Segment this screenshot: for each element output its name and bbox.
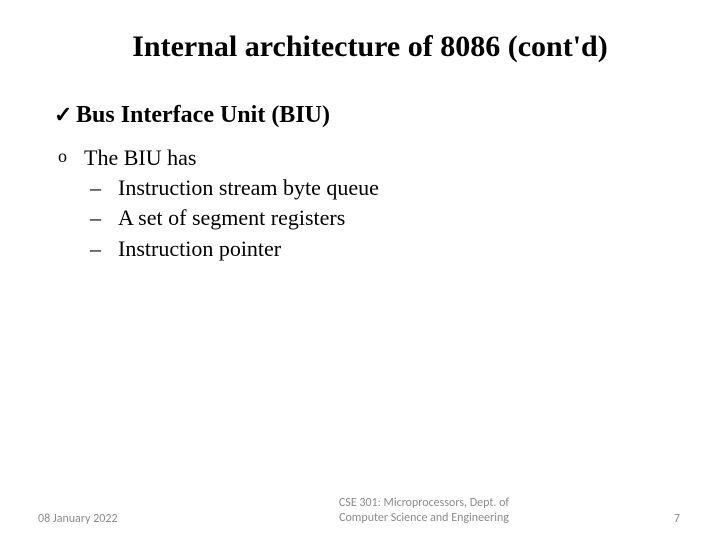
checkmark-icon: ✓ (54, 104, 76, 126)
dash-list: – Instruction stream byte queue – A set … (90, 175, 670, 262)
list-item: – A set of segment registers (90, 205, 670, 231)
dash-bullet-icon: – (90, 236, 118, 262)
dash-bullet-icon: – (90, 175, 118, 201)
dash-bullet-icon: – (90, 205, 118, 231)
item-text: A set of segment registers (118, 205, 345, 231)
intro-text: The BIU has (84, 145, 196, 171)
item-text: Instruction stream byte queue (118, 175, 379, 201)
section-heading-text: Bus Interface Unit (BIU) (76, 102, 330, 129)
footer: 08 January 2022 CSE 301: Microprocessors… (0, 496, 720, 526)
list-item: – Instruction stream byte queue (90, 175, 670, 201)
footer-date: 08 January 2022 (38, 512, 208, 526)
circle-bullet-icon: o (58, 145, 84, 168)
footer-center: CSE 301: Microprocessors, Dept. of Compu… (208, 496, 640, 526)
list-item-intro: o The BIU has (58, 145, 670, 171)
item-text: Instruction pointer (118, 236, 281, 262)
slide-title: Internal architecture of 8086 (cont'd) (70, 30, 670, 64)
footer-page-number: 7 (640, 512, 680, 526)
footer-center-line2: Computer Science and Engineering (208, 511, 640, 526)
slide: Internal architecture of 8086 (cont'd) ✓… (0, 0, 720, 540)
list-item: – Instruction pointer (90, 236, 670, 262)
body-list: o The BIU has – Instruction stream byte … (58, 145, 670, 262)
footer-center-line1: CSE 301: Microprocessors, Dept. of (208, 496, 640, 511)
section: ✓ Bus Interface Unit (BIU) o The BIU has… (54, 102, 670, 262)
section-heading: ✓ Bus Interface Unit (BIU) (54, 102, 670, 129)
